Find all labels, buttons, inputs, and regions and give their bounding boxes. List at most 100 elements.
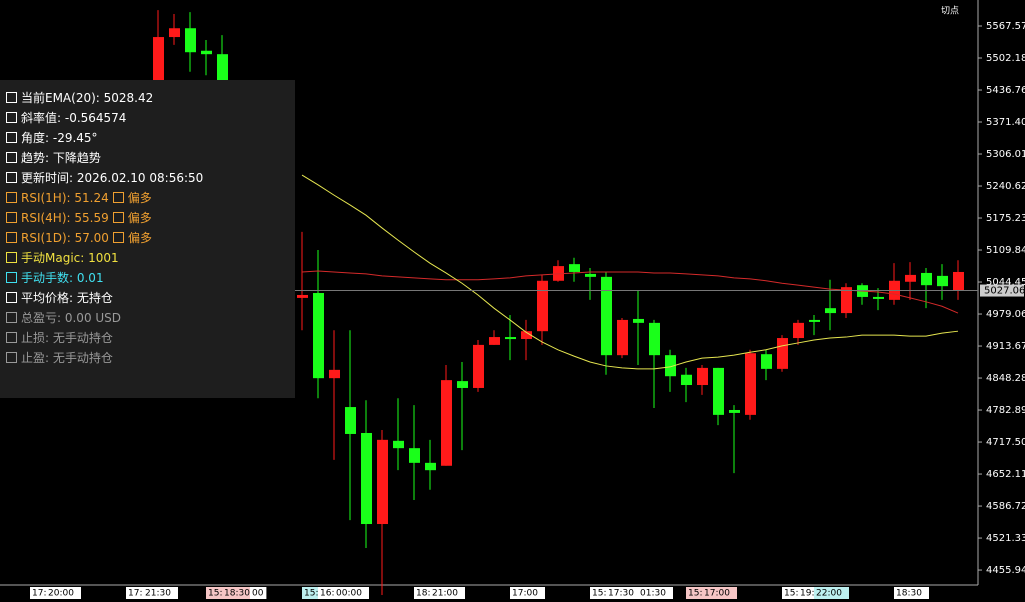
candle-body [953,271,964,291]
candle-body [569,264,580,272]
candle-body [537,280,548,332]
candle-body [217,54,228,101]
row-text: 当前EMA(20): 5028.42 [21,91,154,105]
corner-label: 切点 [941,6,959,17]
candle-body [649,322,660,356]
tag-icon [112,212,124,223]
info-row: 趋势: 下降趋势 [6,148,101,168]
y-tick-label: 5175.23 [986,213,1025,224]
x-tick-label: 15: [208,589,222,599]
current-price-box [980,284,1024,297]
row-text: 止损: 无手动持仓 [21,331,113,345]
y-tick-label: 5436.76 [986,85,1025,96]
x-tick-label: 17:00 [704,589,730,599]
x-tick-label: 18:30 [896,589,922,599]
x-tick-label: 20:00 [48,589,74,599]
candle-body [729,409,740,413]
info-row: 手动Magic: 1001 [6,248,119,268]
row-text: 斜率值: -0.564574 [21,111,127,125]
candle-body [841,287,852,314]
candle-body [681,374,692,386]
row-text: 更新时间: 2026.02.10 08:56:50 [21,171,204,185]
x-tick-label: 15: [304,589,318,599]
row-icon [6,312,17,323]
candle-body [793,322,804,339]
x-label-box [702,587,737,599]
x-tick-label: 00 [252,589,264,599]
y-tick-label: 4586.72 [986,501,1025,512]
candle-body [425,462,436,471]
candle-body [825,308,836,314]
candle-body [153,37,164,110]
candle-body [905,274,916,282]
y-tick-label: 4848.28 [986,373,1025,384]
row-icon [6,232,17,243]
info-row: 总盈亏: 0.00 USD [6,308,121,328]
info-row: 止损: 无手动持仓 [6,328,113,348]
x-tick-label: 21:30 [145,589,171,599]
y-tick-label: 5044.45 [986,277,1025,288]
row-icon [6,92,17,103]
y-tick-label: 4979.06 [986,309,1025,320]
x-label-box [143,587,178,599]
row-text: 止盈: 无手动持仓 [21,351,113,365]
info-row: 当前EMA(20): 5028.42 [6,88,153,108]
candle-body [297,294,308,298]
candle-body [393,440,404,449]
row-icon [6,332,17,343]
row-icon [6,252,17,263]
x-tick-label: 16: [320,589,334,599]
row-icon [6,112,17,123]
row-text: 趋势: 下降趋势 [21,151,101,165]
y-tick-label: 4521.33 [986,533,1025,544]
x-tick-label: 22:00 [816,589,842,599]
candle-body [617,319,628,356]
x-tick-label: 17:00 [512,589,538,599]
candle-body [489,337,500,345]
candle-body [809,319,820,322]
ma-line [301,174,959,370]
row-icon [6,152,17,163]
x-tick-label: 18: [416,589,430,599]
candle-body [329,369,340,379]
x-label-box [894,587,929,599]
candle-body [777,338,788,369]
candle-body [873,296,884,299]
y-tick-label: 4652.11 [986,469,1025,480]
y-tick-label: 5502.18 [986,53,1025,64]
info-row: 手动手数: 0.01 [6,268,104,288]
candle-body [937,275,948,287]
tag-icon [112,232,124,243]
x-tick-label: 17:30 [608,589,634,599]
row-text: 总盈亏: 0.00 USD [21,311,122,325]
candle-body [921,272,932,286]
candle-body [697,367,708,386]
info-row: 更新时间: 2026.02.10 08:56:50 [6,168,203,188]
candle-body [713,367,724,415]
info-row: 角度: -29.45° [6,128,98,148]
y-tick-label: 5240.62 [986,181,1025,192]
info-row: 止盈: 无手动持仓 [6,348,113,368]
x-tick-label: 17: [32,589,46,599]
candle-body [585,273,596,277]
x-label-box [334,587,369,599]
row-text: 平均价格: 无持仓 [21,291,113,305]
candle-body [473,344,484,388]
row-text: 手动手数: 0.01 [21,271,104,285]
x-label-box [814,587,849,599]
y-tick-label: 4717.50 [986,437,1025,448]
row-text: RSI(1H): 51.24 [21,191,109,205]
info-row: 斜率值: -0.564574 [6,108,126,128]
candle-body [633,318,644,323]
candle-body [361,432,372,525]
candle-body [377,439,388,525]
info-row: RSI(4H): 55.59 偏多 [6,208,152,228]
x-tick-label: 15: [784,589,798,599]
x-label-box [126,587,149,599]
info-row: 平均价格: 无持仓 [6,288,113,308]
row-tag: 偏多 [127,191,152,205]
candle-body [761,354,772,369]
info-row: RSI(1D): 57.00 偏多 [6,228,152,248]
